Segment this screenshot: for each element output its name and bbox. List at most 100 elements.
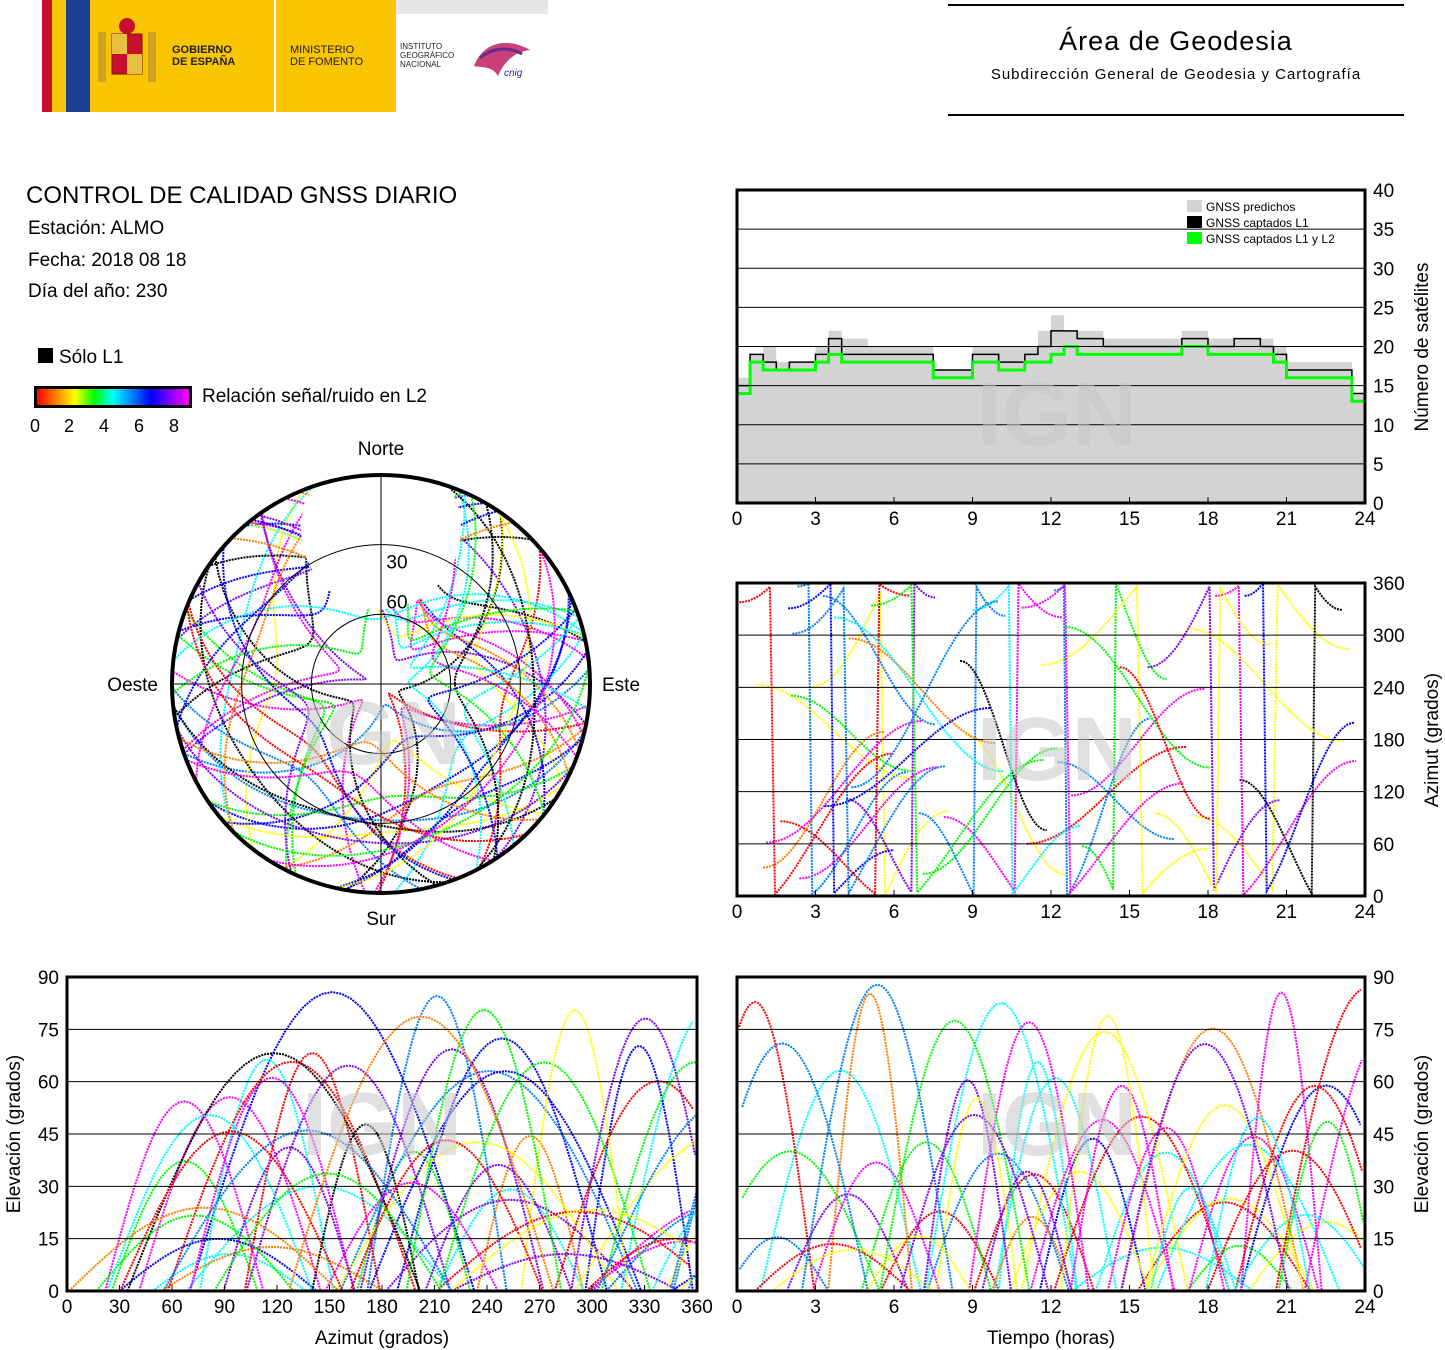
snr-tick: 0 xyxy=(30,416,41,436)
satellite-track xyxy=(1120,1042,1290,1292)
satellite-track xyxy=(429,495,546,815)
ministerio-line1: MINISTERIO xyxy=(290,44,355,56)
elev-time-chart-xtick-label: 21 xyxy=(1276,1297,1297,1318)
satellite-track xyxy=(665,1235,696,1292)
satellite-track xyxy=(851,600,999,789)
elev-az-chart-ytick-label: 60 xyxy=(38,1073,59,1094)
satellite-track xyxy=(126,1052,422,1292)
satellite-track xyxy=(173,484,320,718)
satellite-track xyxy=(1106,1126,1226,1292)
ign-watermark: IGN xyxy=(977,365,1137,465)
satellite-track xyxy=(600,1061,697,1292)
coat-of-arms-icon xyxy=(98,18,156,82)
satellite-track xyxy=(104,1100,265,1292)
azimuth-chart-ytick-label: 360 xyxy=(1373,574,1405,595)
satellite-track xyxy=(373,704,590,894)
satellite-track xyxy=(1195,580,1350,893)
satellite-track xyxy=(345,512,504,891)
satellite-track xyxy=(935,1097,1019,1292)
satellite-track xyxy=(741,1150,881,1292)
satellite-track xyxy=(450,1208,691,1292)
count-chart-xtick-label: 3 xyxy=(810,509,821,530)
satellite-track xyxy=(1038,1137,1147,1292)
satellite-track xyxy=(218,783,565,839)
azimuth-chart-ytick-label: 300 xyxy=(1373,626,1405,647)
elev-time-chart-ytick-label: 60 xyxy=(1373,1073,1394,1094)
satellite-track xyxy=(478,547,542,869)
satellite-track xyxy=(431,484,578,758)
satellite-track xyxy=(435,1210,692,1292)
elev-az-chart-ytick-label: 15 xyxy=(38,1230,59,1251)
satellite-track xyxy=(138,1096,322,1292)
satellite-track xyxy=(1060,1014,1156,1292)
satellite-track xyxy=(1069,1084,1175,1292)
elev-az-chart-ytick-label: 0 xyxy=(48,1282,59,1303)
satellite-track xyxy=(178,474,370,633)
count-chart-ytick-label: 30 xyxy=(1373,259,1394,280)
elev-time-chart-xtick-label: 24 xyxy=(1354,1297,1376,1318)
satellite-track xyxy=(1144,1197,1316,1292)
satellite-track xyxy=(1206,1149,1362,1292)
satellite-track xyxy=(187,602,459,880)
station-label: Estación: ALMO xyxy=(28,218,165,239)
count-chart-xtick-label: 12 xyxy=(1040,509,1061,530)
satellite-track xyxy=(213,1172,443,1292)
satellite-track xyxy=(282,739,546,870)
satellite-track xyxy=(68,1206,340,1292)
satellite-track xyxy=(245,1064,452,1292)
ign-watermark: IGN xyxy=(302,1075,462,1175)
satellite-track xyxy=(766,719,923,844)
snr-tick: 4 xyxy=(99,416,110,436)
satellite-track xyxy=(106,1113,314,1292)
elev-time-chart-ytick-label: 30 xyxy=(1373,1177,1394,1198)
satellite-track xyxy=(792,585,946,897)
satellite-track xyxy=(755,683,914,780)
satellite-track xyxy=(1057,761,1175,841)
count-chart-xtick-label: 18 xyxy=(1197,509,1218,530)
satellite-track xyxy=(738,1000,816,1292)
instituto-line1: INSTITUTO xyxy=(400,42,443,51)
satellite-track xyxy=(824,706,992,808)
satellite-track xyxy=(268,548,556,868)
satellite-track xyxy=(1239,1084,1362,1292)
satellite-track xyxy=(1186,627,1345,743)
count-chart-xtick-label: 24 xyxy=(1354,509,1376,530)
satellite-track xyxy=(377,692,587,894)
legend-swatch xyxy=(1187,200,1202,212)
satellite-track xyxy=(214,556,438,887)
satellite-track xyxy=(183,512,367,755)
svg-text:cnig: cnig xyxy=(504,68,523,79)
satellite-track xyxy=(997,1060,1079,1292)
satellite-track xyxy=(221,546,455,881)
satellite-track xyxy=(224,650,589,825)
satellite-track xyxy=(754,1242,911,1292)
elev-az-chart-xtick-label: 300 xyxy=(576,1297,608,1318)
skyplot-north-label: Norte xyxy=(358,439,404,460)
satellite-track xyxy=(879,1019,1031,1292)
satellite-track xyxy=(846,580,936,896)
satellite-track xyxy=(178,738,541,821)
satellite-track xyxy=(860,1141,992,1292)
skyplot-horizon xyxy=(170,473,592,895)
elev-time-chart-tracks xyxy=(738,983,1365,1292)
satellite-track xyxy=(222,1146,356,1292)
satellite-track xyxy=(605,1211,695,1292)
satellite-track xyxy=(119,1130,344,1292)
elev-az-chart-xtick-label: 60 xyxy=(161,1297,182,1318)
satellite-track xyxy=(427,608,577,858)
instituto-text: INSTITUTO GEOGRÁFICO NACIONAL xyxy=(400,42,454,69)
satellite-track xyxy=(197,582,310,874)
gobierno-line2: DE ESPAÑA xyxy=(172,56,236,68)
satellite-track xyxy=(1234,1084,1363,1292)
satellite-track xyxy=(797,581,908,897)
satellite-track xyxy=(208,535,533,567)
satellite-track xyxy=(591,1210,691,1292)
snr-colorbar xyxy=(34,386,192,408)
satellite-track xyxy=(968,1021,1090,1292)
satellite-track xyxy=(833,616,1004,773)
satellite-track xyxy=(943,580,1062,895)
ign-watermark: IGN xyxy=(301,684,461,784)
satellite-track xyxy=(356,1150,472,1292)
satellite-track xyxy=(453,503,500,861)
satellite-track xyxy=(848,637,996,745)
